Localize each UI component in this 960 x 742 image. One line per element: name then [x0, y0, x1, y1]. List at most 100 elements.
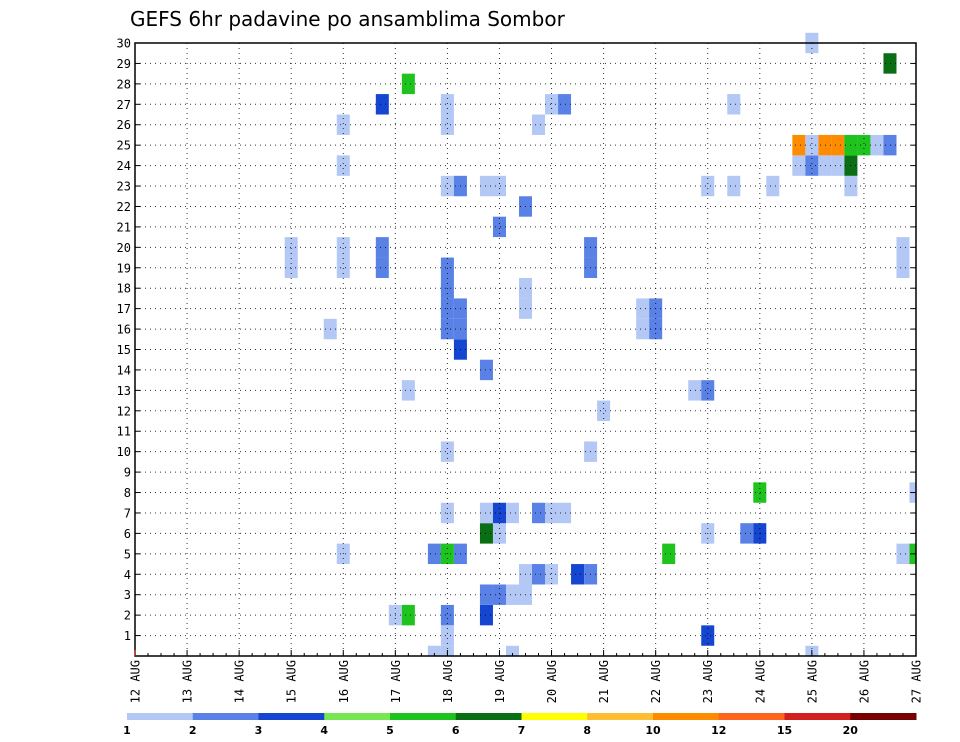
precip-cell	[792, 155, 806, 176]
y-tick-label: 8	[124, 486, 131, 500]
x-tick-label: 12 AUG	[129, 660, 143, 703]
y-tick-label: 23	[117, 180, 131, 194]
x-tick-label: 21 AUG	[597, 660, 611, 703]
precip-cell	[492, 502, 506, 524]
y-tick-label: 1	[124, 629, 131, 643]
precip-cell	[571, 564, 585, 585]
precip-cell	[896, 543, 910, 565]
precip-cell	[883, 134, 897, 156]
precip-cell	[284, 237, 298, 258]
precip-cell	[401, 380, 415, 401]
x-tick-label: 18 AUG	[441, 660, 455, 703]
legend-swatch	[324, 713, 391, 720]
precip-cell	[375, 237, 389, 258]
precip-cell	[479, 175, 493, 197]
x-tick-label: 25 AUG	[805, 660, 819, 703]
precip-cell	[440, 257, 454, 278]
precip-cell	[701, 380, 715, 401]
y-tick-label: 29	[117, 57, 131, 71]
y-tick-label: 27	[117, 98, 131, 112]
y-tick-label: 28	[117, 77, 131, 91]
legend-swatch	[521, 713, 588, 720]
precip-cell	[662, 543, 676, 565]
precip-cell	[336, 155, 350, 176]
precip-cell	[492, 584, 506, 605]
precip-cell	[440, 94, 454, 115]
y-tick-label: 17	[117, 302, 131, 316]
legend-label: 7	[518, 724, 526, 737]
legend-label: 4	[320, 724, 328, 737]
precip-cell	[505, 645, 519, 656]
y-tick-label: 10	[117, 445, 131, 459]
precip-cell	[740, 523, 754, 544]
legend-swatch	[455, 713, 522, 720]
precip-cell	[284, 257, 298, 278]
precip-cell	[857, 134, 871, 156]
y-tick-label: 21	[117, 220, 131, 234]
precip-cell	[479, 584, 493, 605]
precip-cell	[896, 237, 910, 258]
precip-cell	[805, 134, 819, 156]
x-tick-label: 24 AUG	[753, 660, 767, 703]
precip-cell	[375, 94, 389, 115]
precip-cell	[440, 441, 454, 462]
y-tick-label: 11	[117, 425, 131, 439]
legend-label: 6	[452, 724, 460, 737]
precip-cell	[753, 482, 767, 503]
precip-cell	[505, 584, 519, 605]
precip-cell	[440, 502, 454, 524]
y-tick-label: 6	[124, 527, 131, 541]
precip-cell	[727, 175, 741, 197]
precip-cell	[558, 94, 572, 115]
x-tick-label: 27 AUG	[910, 660, 924, 703]
y-tick-label: 4	[124, 568, 131, 582]
y-axis-ticks: 1234567891011121314151617181920212223242…	[117, 37, 916, 643]
legend-swatch	[653, 713, 720, 720]
precip-cell	[479, 502, 493, 524]
x-tick-label: 19 AUG	[493, 660, 507, 703]
precip-cell	[440, 604, 454, 626]
x-tick-label: 15 AUG	[285, 660, 299, 703]
precip-cell	[375, 257, 389, 278]
legend-label: 12	[711, 724, 726, 737]
x-tick-label: 22 AUG	[649, 660, 663, 703]
y-tick-label: 25	[117, 139, 131, 153]
legend-swatch	[587, 713, 654, 720]
precip-cell	[701, 175, 715, 197]
x-tick-label: 16 AUG	[337, 660, 351, 703]
legend-label: 15	[777, 724, 792, 737]
legend-label: 3	[255, 724, 263, 737]
precip-cell	[336, 237, 350, 258]
legend-label: 5	[386, 724, 394, 737]
precip-cell	[532, 564, 546, 585]
y-tick-label: 16	[117, 323, 131, 337]
y-tick-label: 12	[117, 404, 131, 418]
x-tick-label: 26 AUG	[857, 660, 871, 703]
precip-cell	[896, 257, 910, 278]
precip-cell	[532, 114, 546, 135]
y-tick-label: 3	[124, 588, 131, 602]
y-tick-label: 15	[117, 343, 131, 357]
precip-cell	[336, 114, 350, 135]
precip-cell	[870, 134, 884, 156]
precip-cell	[636, 318, 650, 340]
legend-swatch	[258, 713, 325, 720]
legend-swatch	[850, 713, 917, 720]
legend-swatch	[127, 713, 194, 720]
y-tick-label: 26	[117, 118, 131, 132]
precip-cell	[883, 53, 897, 74]
legend-label: 2	[189, 724, 197, 737]
y-tick-label: 2	[124, 609, 131, 623]
x-tick-label: 13 AUG	[181, 660, 195, 703]
precip-cell	[479, 359, 493, 381]
y-tick-label: 7	[124, 506, 131, 520]
precip-cell	[701, 625, 715, 646]
precip-cell	[688, 380, 702, 401]
precip-cell	[831, 155, 845, 176]
legend-swatch	[784, 713, 851, 720]
precip-cell	[636, 298, 650, 319]
legend-label: 10	[645, 724, 661, 737]
chart-title: GEFS 6hr padavine po ansamblima Sombor	[130, 7, 566, 31]
precip-cell	[558, 502, 572, 524]
